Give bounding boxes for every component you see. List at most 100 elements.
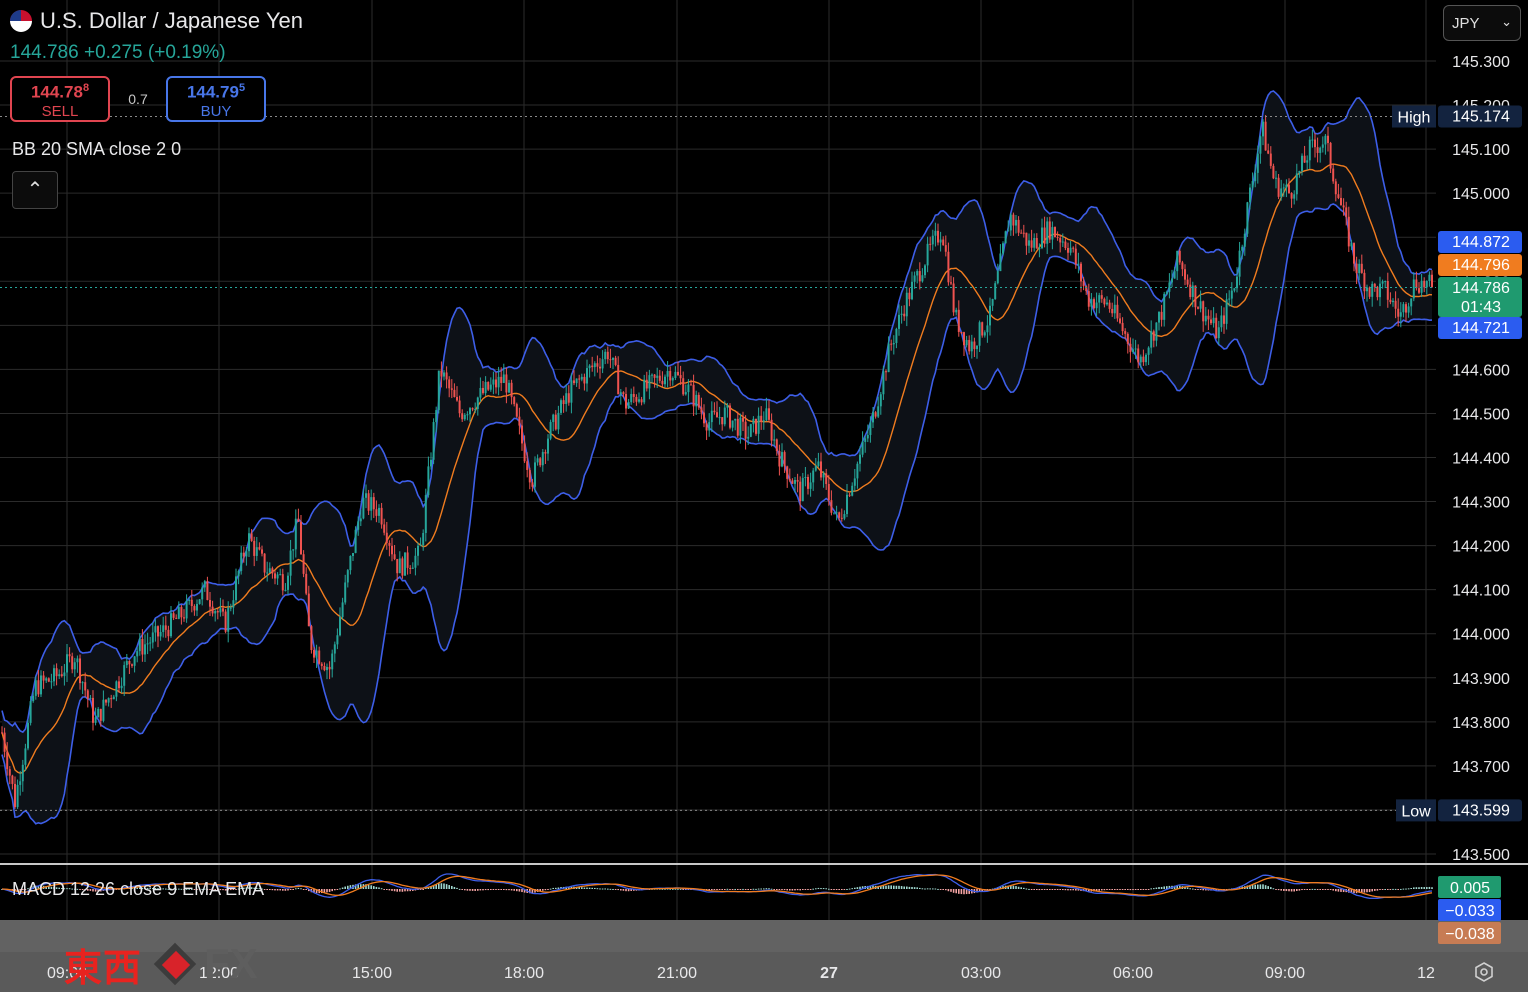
candle-body	[674, 371, 677, 378]
x-tick-label: 21:00	[657, 965, 697, 982]
candle-body	[47, 678, 50, 682]
candle-body	[1402, 304, 1405, 313]
candle-body	[489, 384, 492, 390]
candle-body	[1124, 331, 1127, 334]
candle-body	[570, 380, 573, 403]
macd-hist-bar	[627, 889, 630, 892]
candle-body	[1155, 322, 1158, 341]
macd-hist-bar	[968, 889, 970, 894]
candle-body	[128, 661, 131, 665]
macd-hist-bar	[245, 887, 248, 889]
macd-hist-bar	[578, 887, 580, 889]
candle-body	[255, 547, 258, 556]
candle-body	[417, 545, 419, 556]
candle-body	[258, 547, 261, 550]
candle-body	[710, 410, 713, 423]
macd-legend[interactable]: MACD 12 26 close 9 EMA EMA	[12, 879, 265, 899]
macd-signal-value-label: −0.033	[1438, 899, 1501, 921]
candle-body	[619, 392, 622, 395]
macd-hist-bar	[1168, 885, 1171, 889]
buy-button[interactable]: 144.795 BUY	[166, 76, 266, 122]
candle-body	[1405, 304, 1407, 313]
candle-body	[801, 478, 804, 502]
macd-hist-bar	[1309, 889, 1311, 890]
candle-body	[903, 313, 906, 317]
macd-hist-bar	[243, 887, 245, 889]
candle-body	[770, 419, 773, 441]
macd-hist-bar	[965, 889, 968, 895]
candle-body	[211, 606, 214, 614]
candle-body	[554, 414, 557, 430]
candle-body	[495, 379, 497, 388]
candle-body	[401, 558, 404, 576]
macd-hist-bar	[183, 889, 185, 890]
candle-body	[1189, 284, 1192, 297]
macd-hist-bar	[97, 889, 99, 892]
candle-body	[1428, 274, 1431, 282]
candle-body	[796, 479, 799, 482]
sell-pip: 8	[82, 82, 90, 94]
macd-hist-bar	[497, 889, 500, 890]
candle-body	[448, 379, 451, 389]
candle-body	[1111, 308, 1114, 314]
macd-hist-bar	[282, 889, 284, 891]
candle-body	[1269, 153, 1272, 166]
sell-button[interactable]: 144.788 SELL	[10, 76, 110, 122]
candle-body	[71, 656, 74, 670]
candle-body	[1160, 311, 1163, 320]
candle-body	[895, 328, 898, 343]
candle-body	[944, 245, 947, 252]
candle-body	[1015, 219, 1017, 226]
candle-body	[1022, 232, 1025, 234]
macd-hist-bar	[152, 888, 154, 890]
macd-hist-bar	[391, 889, 393, 891]
candle-body	[1371, 283, 1374, 297]
macd-hist-bar	[1366, 889, 1368, 893]
candle-body	[996, 271, 999, 284]
candle-body	[768, 408, 770, 420]
candle-body	[40, 675, 42, 695]
candle-body	[110, 698, 113, 700]
candle-body	[531, 482, 534, 487]
symbol-legend: U.S. Dollar / Japanese Yen 144.786 +0.27…	[10, 8, 303, 64]
candle-body	[656, 375, 659, 378]
candle-body	[565, 393, 568, 405]
candle-body	[419, 545, 422, 547]
axis-settings-icon[interactable]	[1475, 962, 1493, 982]
candle-body	[1181, 262, 1184, 270]
macd-hist-bar	[861, 886, 864, 889]
macd-hist-bar	[937, 888, 939, 890]
candle-body	[627, 402, 630, 409]
bollinger-band-fill	[2, 91, 1432, 824]
macd-hist-bar	[1108, 889, 1111, 890]
candle-body	[292, 549, 295, 551]
candle-body	[487, 381, 490, 390]
candle-body	[323, 665, 326, 671]
macd-hist-bar	[185, 888, 188, 890]
candle-body	[463, 414, 466, 420]
currency-select[interactable]: JPY ⌄	[1443, 5, 1521, 41]
macd-hist-bar	[841, 889, 843, 890]
candle-body	[235, 576, 237, 601]
candle-body	[281, 574, 284, 591]
macd-hist-bar	[253, 887, 255, 889]
candle-body	[762, 420, 765, 422]
candle-body	[918, 271, 921, 282]
candle-body	[905, 292, 908, 317]
candle-body	[606, 351, 609, 360]
candle-body	[1321, 144, 1324, 148]
macd-hist-bar	[588, 887, 591, 889]
candle-body	[755, 418, 757, 434]
candle-body	[196, 603, 198, 611]
bollinger-legend[interactable]: BB 20 SMA close 2 0	[12, 139, 182, 159]
macd-hist-bar	[1290, 889, 1293, 892]
candle-body	[812, 470, 815, 483]
macd-hist-bar	[817, 887, 820, 889]
candle-body	[497, 376, 500, 388]
candle-body	[1381, 281, 1384, 284]
candle-body	[557, 412, 560, 430]
candle-body	[1106, 302, 1108, 305]
candle-body	[700, 407, 703, 413]
collapse-legend-button[interactable]: ⌃	[12, 171, 58, 209]
